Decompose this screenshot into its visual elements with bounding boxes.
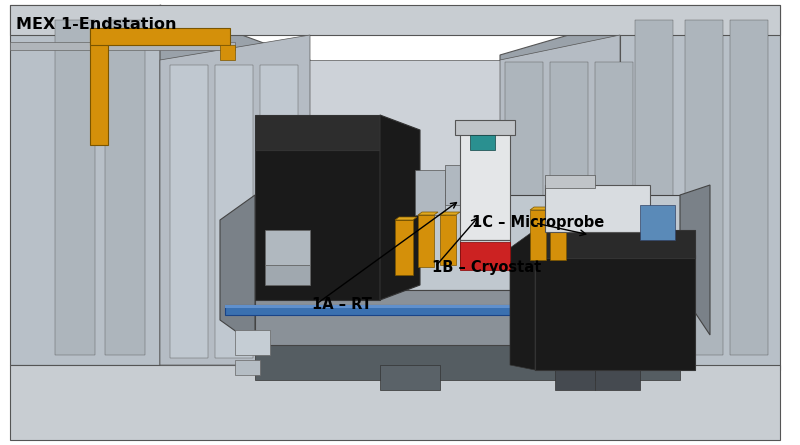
Polygon shape xyxy=(265,265,310,285)
Polygon shape xyxy=(510,230,535,370)
Polygon shape xyxy=(440,212,460,215)
Polygon shape xyxy=(235,330,270,355)
Polygon shape xyxy=(530,207,550,210)
Polygon shape xyxy=(265,230,310,265)
Polygon shape xyxy=(460,242,510,270)
Polygon shape xyxy=(460,220,476,268)
Text: 1C – Microprobe: 1C – Microprobe xyxy=(472,215,604,230)
Polygon shape xyxy=(380,115,420,300)
Polygon shape xyxy=(160,60,500,365)
Polygon shape xyxy=(550,62,588,365)
Polygon shape xyxy=(730,20,768,355)
Polygon shape xyxy=(555,360,595,390)
Polygon shape xyxy=(545,185,650,232)
Polygon shape xyxy=(380,365,440,390)
Polygon shape xyxy=(680,185,710,335)
Polygon shape xyxy=(455,120,515,135)
Polygon shape xyxy=(105,20,145,355)
Polygon shape xyxy=(215,65,253,358)
Polygon shape xyxy=(225,305,680,308)
Polygon shape xyxy=(255,290,680,345)
Polygon shape xyxy=(460,130,510,240)
Polygon shape xyxy=(535,255,695,370)
Polygon shape xyxy=(160,5,310,365)
Polygon shape xyxy=(170,65,208,358)
Polygon shape xyxy=(255,115,380,150)
Polygon shape xyxy=(255,345,680,380)
Polygon shape xyxy=(90,28,230,45)
Polygon shape xyxy=(595,355,640,390)
Polygon shape xyxy=(550,212,566,260)
Polygon shape xyxy=(620,5,780,370)
Polygon shape xyxy=(235,360,260,375)
Polygon shape xyxy=(640,205,675,240)
Polygon shape xyxy=(460,217,480,220)
Polygon shape xyxy=(220,195,255,345)
Polygon shape xyxy=(500,35,620,370)
Polygon shape xyxy=(535,230,695,258)
Polygon shape xyxy=(545,175,595,188)
Polygon shape xyxy=(685,20,723,355)
Polygon shape xyxy=(225,305,680,315)
Polygon shape xyxy=(415,170,445,215)
Polygon shape xyxy=(260,65,298,358)
Polygon shape xyxy=(10,5,160,365)
Polygon shape xyxy=(635,20,673,355)
Polygon shape xyxy=(255,150,380,300)
Polygon shape xyxy=(10,42,235,50)
Polygon shape xyxy=(530,210,546,260)
Polygon shape xyxy=(470,135,495,150)
Polygon shape xyxy=(440,215,456,265)
Polygon shape xyxy=(470,160,490,198)
Polygon shape xyxy=(395,217,417,220)
Text: 1A – RT: 1A – RT xyxy=(312,297,372,312)
Polygon shape xyxy=(505,62,543,365)
Polygon shape xyxy=(500,20,620,370)
Polygon shape xyxy=(418,215,434,267)
Polygon shape xyxy=(255,195,680,290)
Polygon shape xyxy=(160,35,310,365)
Polygon shape xyxy=(595,62,633,365)
Polygon shape xyxy=(460,240,510,260)
Polygon shape xyxy=(90,28,108,145)
Polygon shape xyxy=(395,220,413,275)
Polygon shape xyxy=(55,20,95,355)
Polygon shape xyxy=(10,365,780,440)
Polygon shape xyxy=(10,5,780,35)
Text: MEX 1-Endstation: MEX 1-Endstation xyxy=(16,17,177,32)
Polygon shape xyxy=(220,45,235,60)
Polygon shape xyxy=(550,209,570,212)
Polygon shape xyxy=(418,212,438,215)
Polygon shape xyxy=(445,165,470,205)
Text: 1B – Cryostat: 1B – Cryostat xyxy=(432,259,542,275)
